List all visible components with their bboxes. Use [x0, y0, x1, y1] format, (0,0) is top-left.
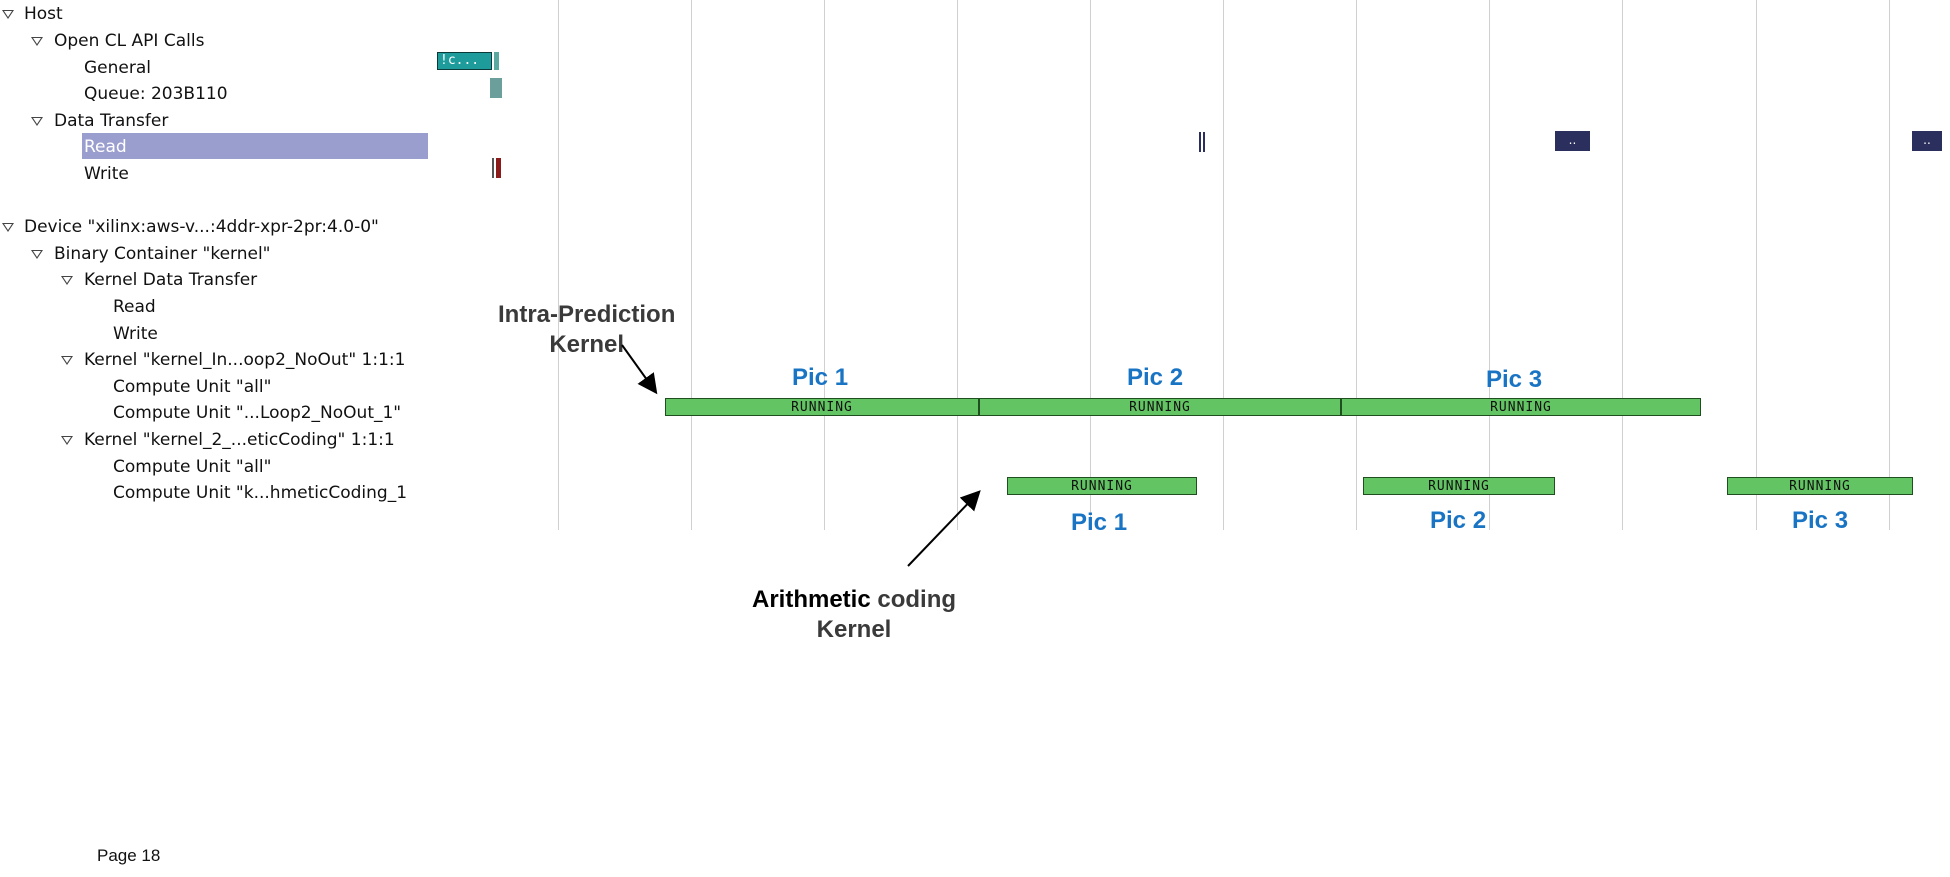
tree-label: General	[84, 58, 151, 78]
collapse-triangle-icon[interactable]	[2, 223, 14, 232]
timeline-gridline	[1889, 0, 1890, 530]
kernel-running-bar[interactable]: RUNNING	[1007, 477, 1197, 495]
tree-label: Compute Unit "k...hmeticCoding_1	[113, 483, 408, 503]
collapse-triangle-icon[interactable]	[61, 436, 73, 445]
intra-pic-label: Pic 1	[792, 364, 849, 391]
intra-pic-label: Pic 3	[1486, 366, 1543, 393]
queue-event[interactable]	[490, 78, 502, 98]
tree-label: Read	[84, 137, 127, 157]
tree-node-cu-all-arith[interactable]: Compute Unit "all"	[0, 454, 428, 480]
tree-node-queue[interactable]: Queue: 203B110	[0, 81, 428, 107]
kernel-running-bar[interactable]: RUNNING	[1727, 477, 1913, 495]
kernel-running-bar[interactable]: RUNNING	[1363, 477, 1555, 495]
collapse-triangle-icon[interactable]	[61, 276, 73, 285]
tree-node-kernel-intra[interactable]: Kernel "kernel_In...oop2_NoOut" 1:1:1	[0, 347, 428, 373]
tree-node-write[interactable]: Write	[0, 161, 428, 187]
timeline-gridline	[691, 0, 692, 530]
selected-row-highlight	[82, 133, 428, 159]
tree-node-binary-container[interactable]: Binary Container "kernel"	[0, 241, 428, 267]
read-event[interactable]	[1203, 132, 1205, 152]
arith-pic-label: Pic 3	[1792, 507, 1849, 534]
event-label: !c...	[440, 53, 480, 68]
collapse-triangle-icon[interactable]	[2, 10, 14, 19]
api-call-event[interactable]	[494, 52, 499, 70]
annotation-word: coding	[870, 586, 957, 613]
tree-label: Kernel Data Transfer	[84, 270, 258, 290]
tree-label: Device "xilinx:aws-v...:4ddr-xpr-2pr:4.0…	[24, 217, 379, 237]
tree-label: Compute Unit "...Loop2_NoOut_1"	[113, 403, 402, 423]
tree-label: Write	[113, 324, 158, 344]
tree-node-general[interactable]: General	[0, 55, 428, 81]
collapse-triangle-icon[interactable]	[31, 250, 43, 259]
timeline-gridline	[824, 0, 825, 530]
timeline-gridline	[1223, 0, 1224, 530]
write-event[interactable]	[492, 158, 494, 178]
tree-node-cu-all-intra[interactable]: Compute Unit "all"	[0, 374, 428, 400]
timeline-gridline	[1356, 0, 1357, 530]
timeline-gridline	[1622, 0, 1623, 530]
annotation-bold-word: Arithmetic	[752, 586, 871, 613]
annotation-line: Kernel	[549, 331, 625, 358]
tree-label: Kernel "kernel_2_...eticCoding" 1:1:1	[84, 430, 395, 450]
annotation-line: Kernel	[816, 616, 892, 643]
timeline-gridline	[1489, 0, 1490, 530]
tree-label: Open CL API Calls	[54, 31, 205, 51]
tree-node-opencl-api-calls[interactable]: Open CL API Calls	[0, 28, 428, 54]
arith-arrow	[907, 490, 981, 567]
collapse-triangle-icon[interactable]	[31, 37, 43, 46]
arithmetic-coding-annotation: Arithmetic coding Kernel	[752, 585, 956, 645]
tree-node-kernel-arith[interactable]: Kernel "kernel_2_...eticCoding" 1:1:1	[0, 427, 428, 453]
tree-node-cu-intra[interactable]: Compute Unit "...Loop2_NoOut_1"	[0, 400, 428, 426]
read-event[interactable]: ..	[1912, 131, 1942, 151]
tree-label: Queue: 203B110	[84, 84, 228, 104]
kernel-running-bar[interactable]: RUNNING	[1341, 398, 1701, 416]
collapse-triangle-icon[interactable]	[61, 356, 73, 365]
event-label: ..	[1568, 133, 1577, 147]
collapse-triangle-icon[interactable]	[31, 117, 43, 126]
tree-node-read[interactable]: Read	[0, 134, 428, 160]
kernel-running-bar[interactable]: RUNNING	[665, 398, 979, 416]
tree-label: Read	[113, 297, 156, 317]
tree-node-device[interactable]: Device "xilinx:aws-v...:4ddr-xpr-2pr:4.0…	[0, 214, 428, 240]
intra-prediction-annotation: Intra-Prediction Kernel	[498, 300, 675, 360]
timeline-gridline	[957, 0, 958, 530]
timeline-gridline	[558, 0, 559, 530]
timeline-gridline	[1090, 0, 1091, 530]
page-number: Page 18	[97, 846, 161, 865]
read-event[interactable]	[1199, 132, 1201, 152]
tree-label: Data Transfer	[54, 111, 169, 131]
tree-label: Binary Container "kernel"	[54, 244, 271, 264]
tree-node-data-transfer[interactable]: Data Transfer	[0, 108, 428, 134]
read-event[interactable]: ..	[1555, 131, 1590, 151]
tree-label: Host	[24, 4, 63, 24]
arith-pic-label: Pic 1	[1071, 509, 1128, 536]
intra-pic-label: Pic 2	[1127, 364, 1184, 391]
tree-node-cu-arith[interactable]: Compute Unit "k...hmeticCoding_1	[0, 480, 428, 506]
annotation-line: Intra-Prediction	[498, 301, 676, 328]
tree-node-kdt-read[interactable]: Read	[0, 294, 428, 320]
api-call-event[interactable]: !c...	[437, 52, 492, 70]
arith-pic-label: Pic 2	[1430, 507, 1487, 534]
tree-node-kernel-data-transfer[interactable]: Kernel Data Transfer	[0, 267, 428, 293]
tree-label: Compute Unit "all"	[113, 457, 272, 477]
tree-label: Compute Unit "all"	[113, 377, 272, 397]
kernel-running-bar[interactable]: RUNNING	[979, 398, 1341, 416]
tree-label: Kernel "kernel_In...oop2_NoOut" 1:1:1	[84, 350, 406, 370]
annotation-line: Arithmetic coding	[752, 585, 956, 615]
tree-node-kdt-write[interactable]: Write	[0, 321, 428, 347]
tree-label: Write	[84, 164, 129, 184]
write-event[interactable]	[496, 158, 501, 178]
event-label: ..	[1923, 133, 1931, 147]
timeline-gridline	[1756, 0, 1757, 530]
tree-node-host[interactable]: Host	[0, 1, 428, 27]
